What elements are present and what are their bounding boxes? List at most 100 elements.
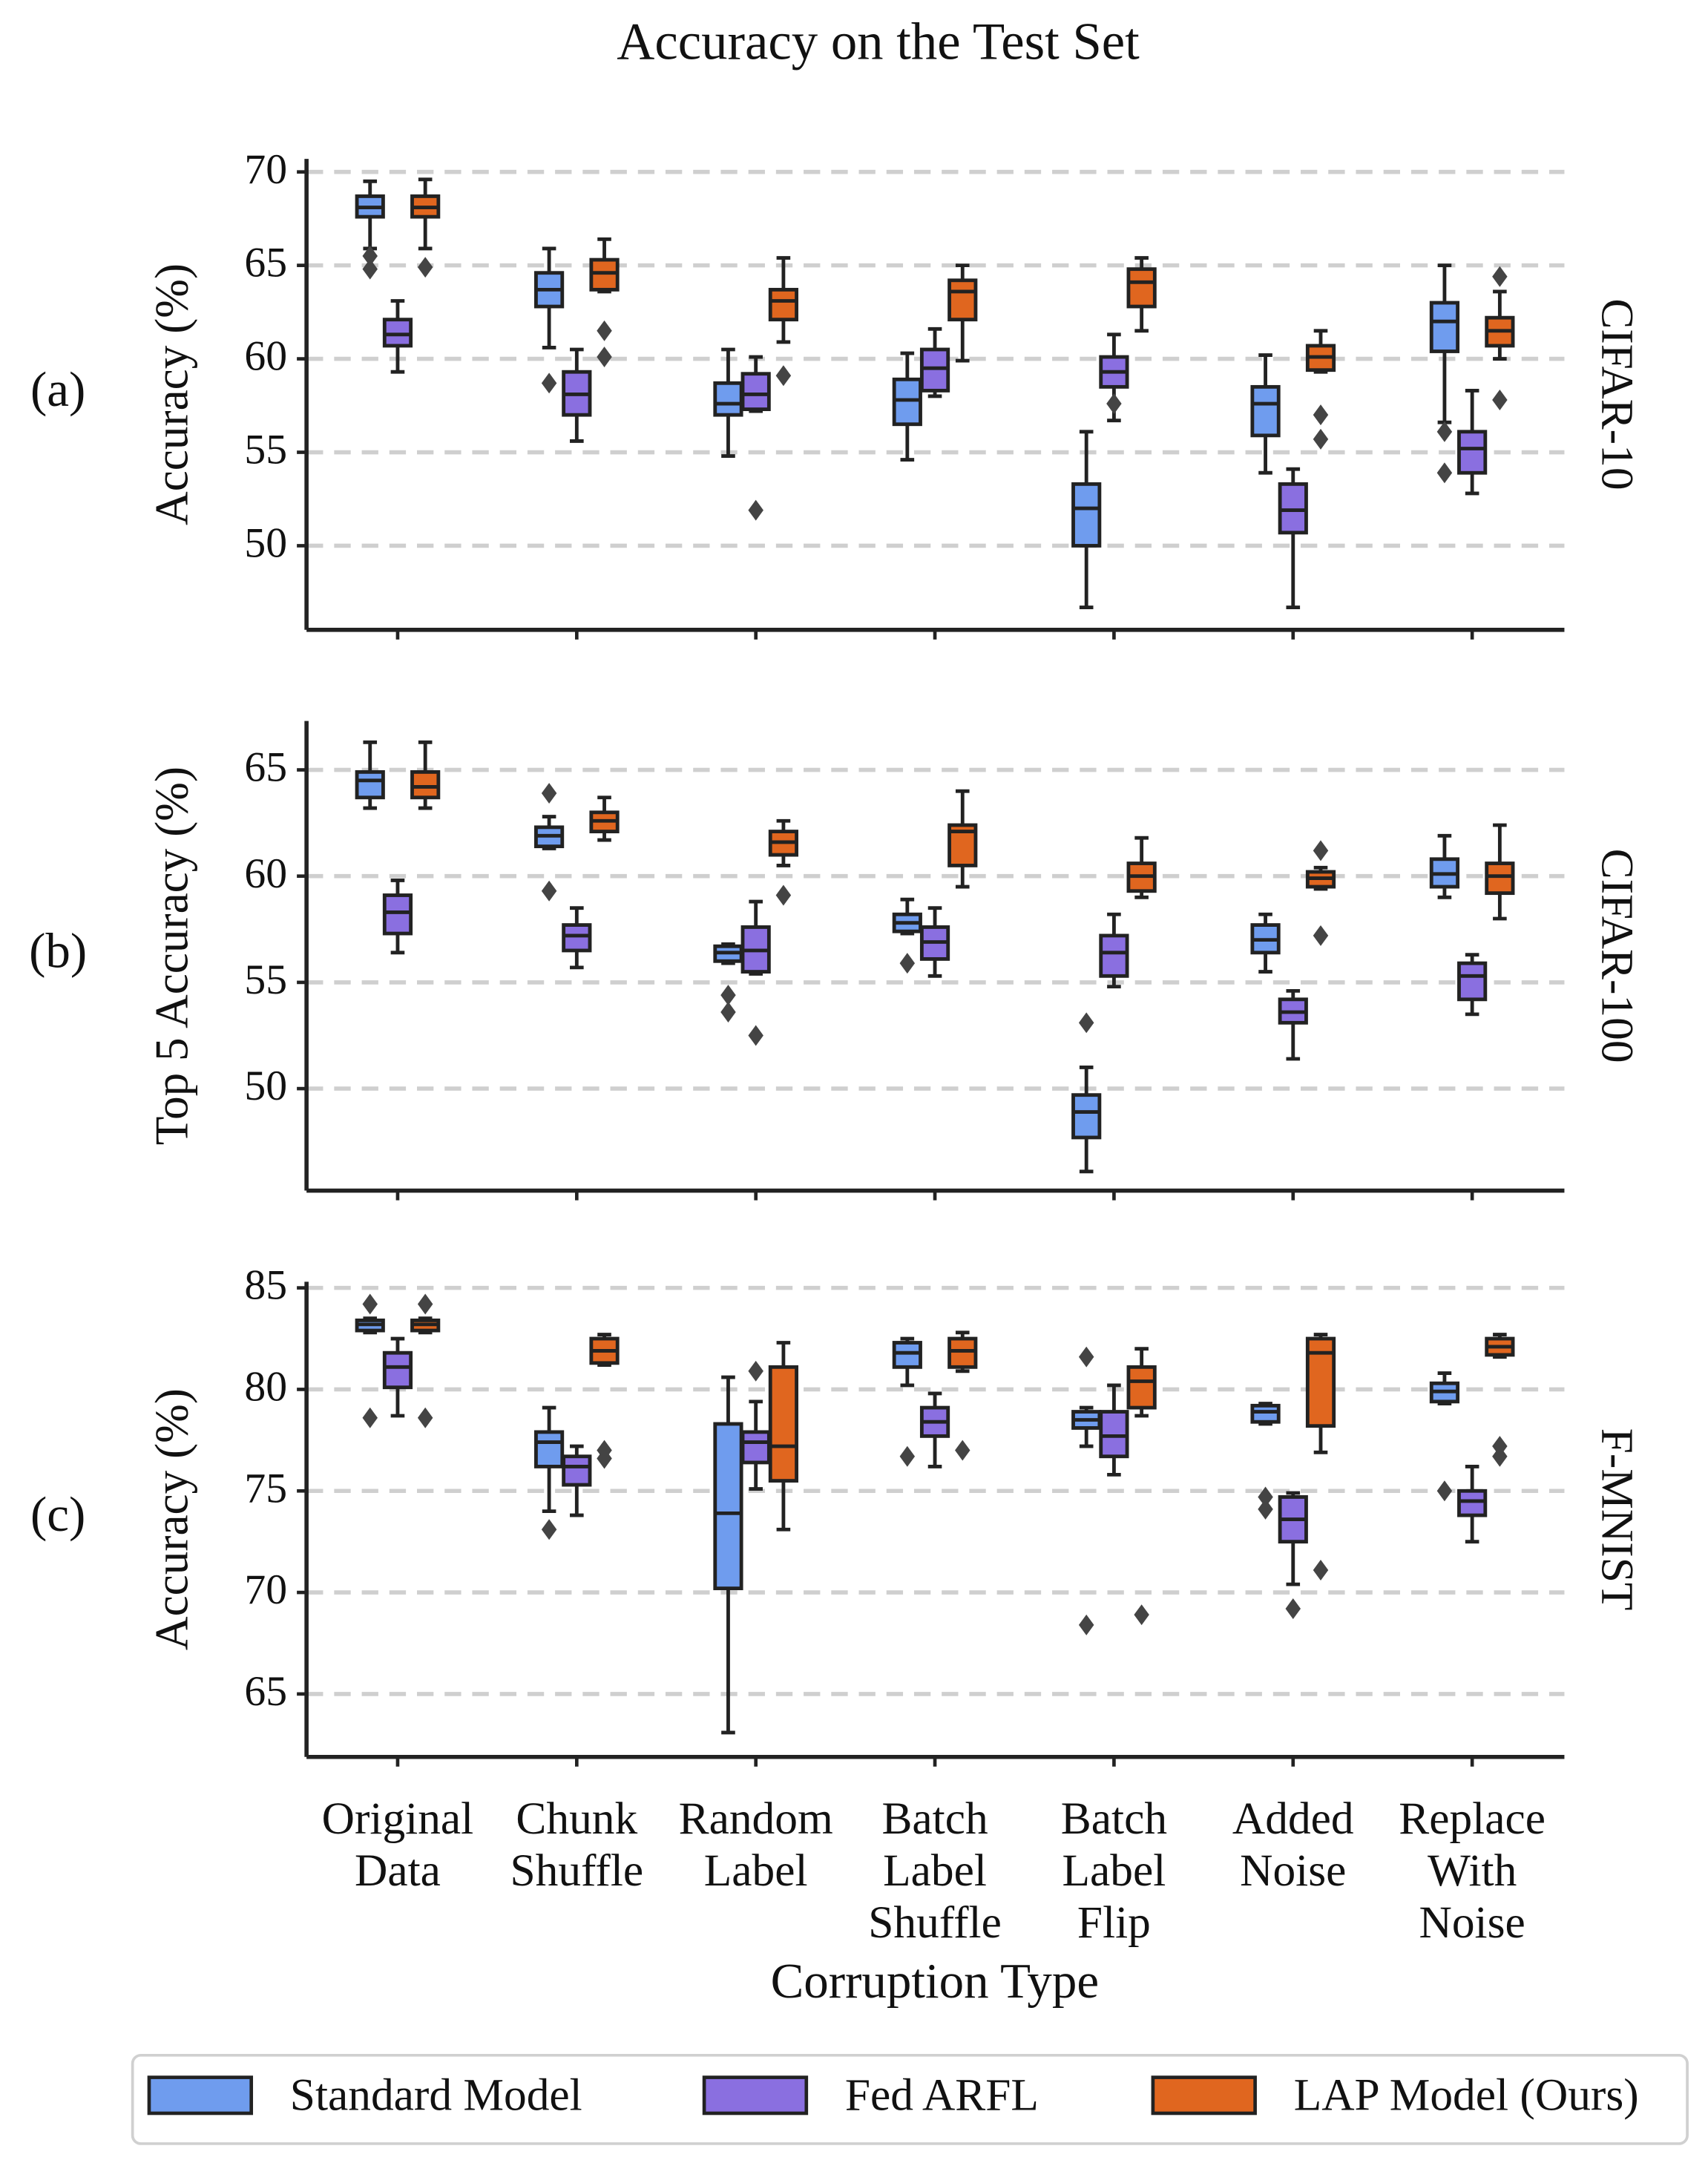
side-label: CIFAR-10 [1592, 298, 1643, 490]
flier [1313, 840, 1329, 861]
box [534, 1430, 565, 1468]
flier [541, 783, 557, 804]
flier [899, 1445, 916, 1467]
flier [775, 365, 792, 387]
chart-title: Accuracy on the Test Set [617, 13, 1140, 71]
y-axis-label: Accuracy (%) [146, 1388, 198, 1650]
y-axis-label: Top 5 Accuracy (%) [146, 767, 198, 1145]
x-tick-label: With [1428, 1845, 1517, 1896]
box [1457, 961, 1488, 1002]
box [1071, 1093, 1102, 1140]
flier [1492, 390, 1508, 410]
flier [417, 1407, 433, 1428]
box [1099, 933, 1129, 978]
flier [597, 1448, 612, 1469]
side-label: CIFAR-100 [1592, 849, 1643, 1063]
box [1250, 1403, 1281, 1424]
box [382, 893, 413, 936]
y-tick-label: 65 [244, 744, 287, 791]
box [713, 1422, 743, 1591]
flier [1078, 1012, 1094, 1034]
flier [955, 1440, 970, 1461]
x-tick-label: Batch [1061, 1793, 1167, 1844]
flier [541, 880, 557, 902]
box [355, 769, 385, 800]
flier [597, 320, 612, 341]
legend-label: Fed ARFL [845, 2070, 1039, 2120]
flier [899, 953, 916, 974]
box [947, 1336, 978, 1369]
flier [748, 1025, 763, 1046]
flier [1492, 266, 1508, 287]
legend-swatch [702, 2075, 809, 2116]
box [1250, 384, 1281, 438]
x-tick-label: Shuffle [510, 1845, 643, 1896]
box [768, 1365, 799, 1483]
flier [597, 347, 612, 368]
flier [1258, 1498, 1273, 1520]
box [382, 1350, 413, 1390]
flier [1313, 925, 1329, 946]
flier [748, 499, 763, 521]
y-tick-label: 60 [244, 850, 287, 897]
x-axis-label: Corruption Type [771, 1954, 1100, 2009]
flier [362, 1293, 378, 1315]
flier [362, 246, 378, 267]
flier [1492, 1445, 1508, 1467]
legend-frame [131, 2053, 1689, 2145]
flier [1078, 1346, 1094, 1368]
legend-swatch [147, 2075, 254, 2116]
x-tick-label: Data [355, 1845, 441, 1896]
x-tick-label: Label [883, 1845, 987, 1896]
flier [362, 258, 378, 280]
panel-label: (a) [30, 362, 85, 417]
flier [1313, 1560, 1329, 1581]
box [1071, 482, 1102, 548]
x-tick-label: Original [322, 1793, 474, 1844]
legend-swatch [1151, 2075, 1257, 2116]
x-tick-label: Noise [1240, 1845, 1346, 1896]
flier [1106, 393, 1122, 414]
x-tick-label: Batch [881, 1793, 988, 1844]
box [1278, 482, 1308, 535]
box [382, 318, 413, 348]
y-tick-label: 60 [244, 333, 287, 380]
flier [362, 1407, 378, 1428]
flier [1258, 1486, 1273, 1508]
panel-label: (c) [30, 1487, 85, 1542]
flier [1285, 1598, 1301, 1619]
box [740, 1430, 771, 1465]
side-label: F-MNIST [1592, 1428, 1643, 1611]
flier [417, 257, 433, 278]
flier [1436, 1480, 1453, 1502]
y-tick-label: 70 [244, 146, 287, 193]
y-tick-label: 80 [244, 1364, 287, 1411]
x-tick-label: Label [704, 1845, 808, 1896]
y-tick-label: 55 [244, 956, 287, 1003]
box [1429, 301, 1460, 353]
y-tick-label: 70 [244, 1566, 287, 1613]
box [768, 287, 799, 322]
y-tick-label: 85 [244, 1262, 287, 1309]
flier [1436, 421, 1453, 442]
x-tick-label: Chunk [516, 1793, 637, 1844]
box [919, 347, 950, 393]
flier [1436, 462, 1453, 484]
flier [748, 1360, 763, 1382]
flier [417, 1293, 433, 1315]
x-tick-label: Shuffle [868, 1897, 1002, 1948]
box [1099, 1410, 1129, 1459]
box [947, 278, 978, 322]
x-tick-label: Added [1232, 1793, 1354, 1844]
box [1457, 1489, 1488, 1517]
y-tick-label: 50 [244, 520, 287, 567]
flier [541, 1519, 557, 1540]
box [740, 372, 771, 412]
flier [1313, 404, 1329, 426]
box [892, 377, 922, 427]
x-tick-label: Replace [1399, 1793, 1546, 1844]
box [562, 923, 592, 953]
box [410, 769, 441, 800]
box [1457, 430, 1488, 475]
flier [1078, 1614, 1094, 1635]
